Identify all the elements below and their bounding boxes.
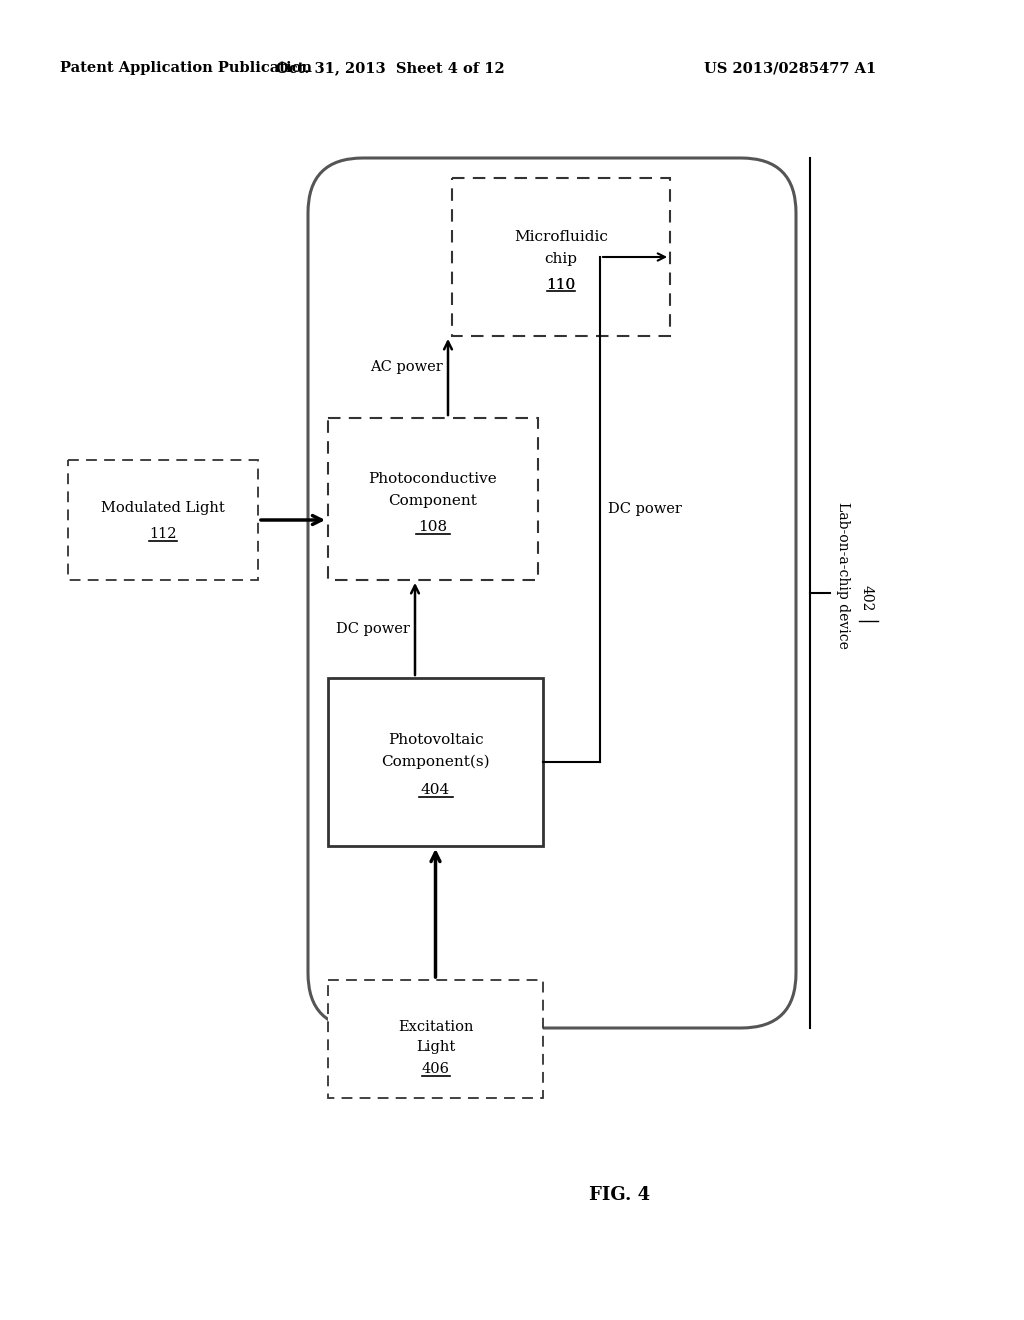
- Text: 112: 112: [150, 527, 177, 541]
- Text: 402: 402: [860, 585, 874, 611]
- Bar: [328, 979, 543, 1098]
- Text: Component(s): Component(s): [381, 755, 489, 770]
- Text: Component: Component: [388, 494, 477, 508]
- Text: 108: 108: [419, 520, 447, 535]
- Text: Oct. 31, 2013  Sheet 4 of 12: Oct. 31, 2013 Sheet 4 of 12: [275, 61, 505, 75]
- Bar: [68, 459, 258, 579]
- Text: AC power: AC power: [371, 360, 443, 374]
- Text: 404: 404: [421, 783, 451, 797]
- Text: FIG. 4: FIG. 4: [590, 1185, 650, 1204]
- Text: Photoconductive: Photoconductive: [369, 473, 498, 486]
- Text: Microfluidic: Microfluidic: [514, 230, 608, 244]
- Text: Patent Application Publication: Patent Application Publication: [60, 61, 312, 75]
- Bar: [452, 178, 670, 337]
- Text: Light: Light: [416, 1040, 455, 1053]
- Bar: [328, 418, 538, 579]
- Text: 110: 110: [547, 279, 575, 292]
- Bar: [328, 678, 543, 846]
- Text: Photovoltaic: Photovoltaic: [388, 733, 483, 747]
- Text: DC power: DC power: [336, 622, 410, 636]
- Text: chip: chip: [545, 252, 578, 267]
- Text: DC power: DC power: [608, 503, 682, 516]
- Text: US 2013/0285477 A1: US 2013/0285477 A1: [703, 61, 877, 75]
- Text: 110: 110: [547, 279, 575, 292]
- Text: Excitation: Excitation: [397, 1020, 473, 1034]
- FancyBboxPatch shape: [308, 158, 796, 1028]
- Text: Lab-on-a-chip device: Lab-on-a-chip device: [836, 502, 850, 648]
- Text: 406: 406: [422, 1063, 450, 1076]
- Text: Modulated Light: Modulated Light: [101, 502, 225, 515]
